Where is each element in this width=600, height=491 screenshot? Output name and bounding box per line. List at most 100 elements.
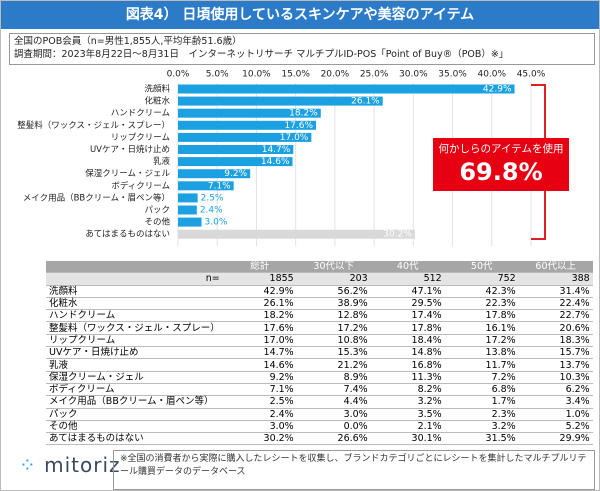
table-cell: 14.8% <box>370 346 445 360</box>
table-row: n= 1855 203 512 752 388 <box>46 272 593 286</box>
table-cell: 42.3% <box>444 285 519 298</box>
bar <box>178 217 202 227</box>
table-cell: 8.2% <box>370 383 445 397</box>
bar <box>178 229 415 239</box>
table-row: 化粧水 26.1% 38.9% 29.5% 22.3% 22.4% <box>46 297 593 311</box>
value-label: 14.6% <box>261 157 290 167</box>
bar <box>178 108 321 118</box>
table-cell: 17.8% <box>370 321 445 335</box>
table-cell: 21.2% <box>296 358 371 372</box>
subtitle-box: 全国のPOB会員（n=男性1,855人,平均年齢51.6歳） 調査期間：2023… <box>9 33 595 65</box>
table-cell: 18.3% <box>518 334 593 348</box>
table-cell: 3.0% <box>222 420 297 434</box>
n-label: n= <box>46 272 223 286</box>
value-label: 9.2% <box>224 169 247 179</box>
x-tick-label: 35.0% <box>438 70 467 80</box>
x-tick-label: 20.0% <box>321 70 350 80</box>
table-cell: 17.2% <box>296 321 371 335</box>
table-cell: 22.4% <box>518 297 593 311</box>
table-cell: 3.4% <box>518 395 593 409</box>
table-cell: 4.4% <box>296 395 371 409</box>
table-cell: 17.6% <box>222 321 297 335</box>
table-row: 整髪料（ワックス・ジェル・スプレー） 17.6% 17.2% 17.8% 16.1% 20… <box>46 321 593 335</box>
x-tick-label: 10.0% <box>242 70 271 80</box>
bar <box>178 157 293 167</box>
table-cell: 10.8% <box>296 334 371 348</box>
bar <box>178 205 197 215</box>
table-cell: 3.0% <box>296 408 371 421</box>
callout-value: 69.8% <box>459 158 542 186</box>
table-cell: 1.0% <box>518 408 593 421</box>
row-label: 化粧水 <box>46 297 223 311</box>
y-tick-label: あてはまるものはない <box>85 230 170 240</box>
row-label: UVケア・日焼け止め <box>46 346 223 360</box>
table-cell: 17.2% <box>444 334 519 348</box>
bar <box>178 181 234 191</box>
table-cell: 0.0% <box>296 420 371 434</box>
table-cell: 26.6% <box>296 432 371 446</box>
chart: 何かしらのアイテムを使用 69.8% 0.0% 5.0% 10.0% 15.0% 20.… <box>17 70 569 247</box>
table-cell: 26.1% <box>222 297 297 311</box>
table-cell: 56.2% <box>296 285 371 298</box>
n-cell: 512 <box>370 272 445 286</box>
subtitle-line: 調査期間：2023年8月22日～8月31日 インターネットリサーチ マルチプルI… <box>14 49 509 60</box>
table-row: 総計 30代以下 40代 50代 60代以上 <box>46 261 593 274</box>
bar <box>178 96 383 106</box>
value-label: 2.5% <box>201 193 224 203</box>
bar <box>178 145 294 154</box>
table-row: メイク用品（BBクリーム・眉ペン等） 2.5% 4.4% 3.2% 1.7% 3.4% <box>46 395 593 409</box>
n-cell: 388 <box>518 272 593 286</box>
row-label: ボディクリーム <box>46 383 223 397</box>
table-row: 洗顔料 42.9% 56.2% 47.1% 42.3% 31.4% <box>46 285 593 298</box>
table-cell: 17.0% <box>222 334 297 348</box>
y-tick-label: リップクリーム <box>111 133 170 143</box>
row-label: その他 <box>46 420 223 434</box>
x-tick-label: 45.0% <box>517 70 546 80</box>
bar <box>178 169 251 179</box>
table-cell: 2.4% <box>222 408 297 421</box>
callout-box <box>433 138 569 191</box>
x-tick-label: 40.0% <box>477 70 506 80</box>
table-cell: 29.9% <box>518 432 593 446</box>
table-row: ハンドクリーム 18.2% 12.8% 17.4% 17.8% 22.7% <box>46 309 593 323</box>
table-cell: 16.8% <box>370 358 445 372</box>
table: 総計 30代以下 40代 50代 60代以上 n= 1855 203 512 752 388 洗顔料 4… <box>46 261 593 446</box>
y-tick-label: その他 <box>144 217 170 228</box>
table-row: 保湿クリーム・ジェル 9.2% 8.9% 11.3% 7.2% 10.3% <box>46 371 593 384</box>
row-label: あてはまるものはない <box>46 432 223 446</box>
table-cell: 3.2% <box>444 420 519 434</box>
table-cell: 22.3% <box>444 297 519 311</box>
table-cell: 3.2% <box>370 395 445 409</box>
x-tick-label: 25.0% <box>360 70 389 80</box>
table-cell: 10.3% <box>518 371 593 384</box>
logo-text: mitoriz <box>44 453 121 477</box>
x-tick-label: 30.0% <box>399 70 428 80</box>
y-tick-label: 化粧水 <box>144 96 170 107</box>
x-tick-label: 0.0% <box>167 70 190 80</box>
n-cell: 203 <box>296 272 371 286</box>
y-tick-label: 洗顔料 <box>144 84 170 95</box>
y-tick-label: 乳液 <box>153 156 171 167</box>
row-label: ハンドクリーム <box>46 309 223 323</box>
table-cell: 7.4% <box>296 383 371 397</box>
y-tick-label: パック <box>144 206 170 216</box>
table-cell: 20.6% <box>518 321 593 335</box>
y-tick-label: ハンドクリーム <box>111 109 170 119</box>
column-header: 40代 <box>370 261 445 274</box>
value-label: 2.4% <box>200 206 223 216</box>
y-tick-label: 保湿クリーム・ジェル <box>85 168 170 179</box>
value-label: 17.0% <box>280 133 309 143</box>
value-label: 18.2% <box>289 109 318 119</box>
table-cell: 16.1% <box>444 321 519 335</box>
footnote: ※全国の消費者から実際に購入したレシートを収集し、ブランドカテゴリごとにレシート… <box>113 450 595 490</box>
table-row: その他 3.0% 0.0% 2.1% 3.2% 5.2% <box>46 420 593 434</box>
table-cell: 3.5% <box>370 408 445 421</box>
x-tick-label: 5.0% <box>206 70 229 80</box>
table-cell: 15.3% <box>296 346 371 360</box>
value-label: 17.6% <box>284 121 313 131</box>
table-row: ボディクリーム 7.1% 7.4% 8.2% 6.8% 6.2% <box>46 383 593 397</box>
bar <box>178 84 515 94</box>
table-cell: 29.5% <box>370 297 445 311</box>
table-cell: 22.7% <box>518 309 593 323</box>
